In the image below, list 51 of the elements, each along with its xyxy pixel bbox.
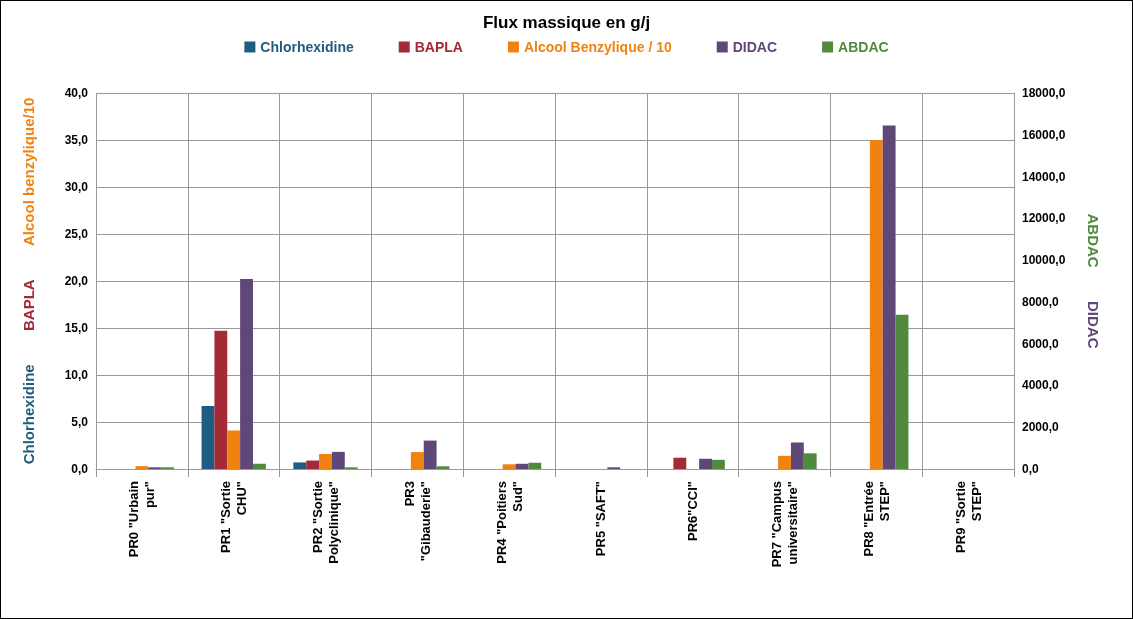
y-tick-label: 40,0 [64, 86, 89, 100]
y-tick-label: 35,0 [64, 133, 89, 147]
y-tick-label: 0,0 [71, 462, 89, 476]
x-tick-label: PR1 "Sortie CHU" [218, 481, 250, 553]
bar [252, 463, 266, 469]
x-tick-label: PR2 "Sortie Polyclinique" [310, 481, 341, 564]
y2-tick-label: 14000,0 [1022, 169, 1066, 184]
bar [528, 462, 542, 469]
x-tick-label: PR0 "Urbain pur" [126, 480, 158, 558]
bar [895, 314, 909, 469]
bar [240, 279, 253, 469]
y2-tick-label: 0,0 [1022, 462, 1040, 476]
text: ABDAC DIDAC [1085, 213, 1102, 349]
x-tick-label: PR3 "Gibauderie" [401, 481, 433, 562]
bar [673, 457, 687, 469]
legend-label: DIDAC [732, 39, 778, 55]
legend-label: Chlorhexidine [260, 39, 354, 55]
x-tick-label: PR8 "Entrée STEP" [860, 481, 892, 557]
bar [436, 466, 450, 469]
bar [214, 330, 228, 469]
bar [803, 453, 817, 469]
bar [306, 460, 320, 469]
x-tick-label: PR4 "Poitiers Sud" [493, 481, 525, 564]
y-tick-label: 5,0 [71, 415, 89, 429]
x-tick-label: PR7 "Campus universitaire" [769, 481, 800, 568]
y2-tick-label: 8000,0 [1022, 294, 1060, 309]
y-tick-label: 25,0 [64, 227, 89, 241]
y2-tick-label: 2000,0 [1022, 420, 1060, 435]
y2-tick-label: 10000,0 [1022, 253, 1066, 268]
x-tick-label: PR5 "SAFT" [593, 481, 609, 557]
legend-label: BAPLA [414, 39, 463, 55]
y-tick-label: 30,0 [64, 180, 89, 194]
bar [699, 458, 712, 469]
bar [227, 430, 241, 469]
y2-tick-label: 16000,0 [1022, 127, 1066, 142]
x-tick-label: PR9 "Sortie STEP" [952, 481, 984, 553]
y-tick-label: 10,0 [64, 368, 89, 382]
chart-title: Flux massique en g/j [482, 13, 651, 32]
legend-label: Alcool Benzylique / 10 [523, 39, 672, 55]
y-tick-label: 15,0 [64, 321, 89, 335]
x-tick-label: PR6"CCI" [685, 481, 701, 542]
legend-label: ABDAC [838, 39, 889, 55]
y2-tick-label: 6000,0 [1022, 336, 1060, 351]
bar [201, 406, 215, 469]
y-tick-label: 20,0 [64, 274, 89, 288]
text: Chlorhexidine BAPLA Alcool benzylique/10 [20, 97, 37, 465]
bar [711, 459, 725, 469]
y2-tick-label: 12000,0 [1022, 211, 1066, 226]
y2-tick-label: 4000,0 [1022, 378, 1060, 393]
y2-tick-label: 18000,0 [1022, 86, 1066, 100]
bar [293, 462, 307, 469]
